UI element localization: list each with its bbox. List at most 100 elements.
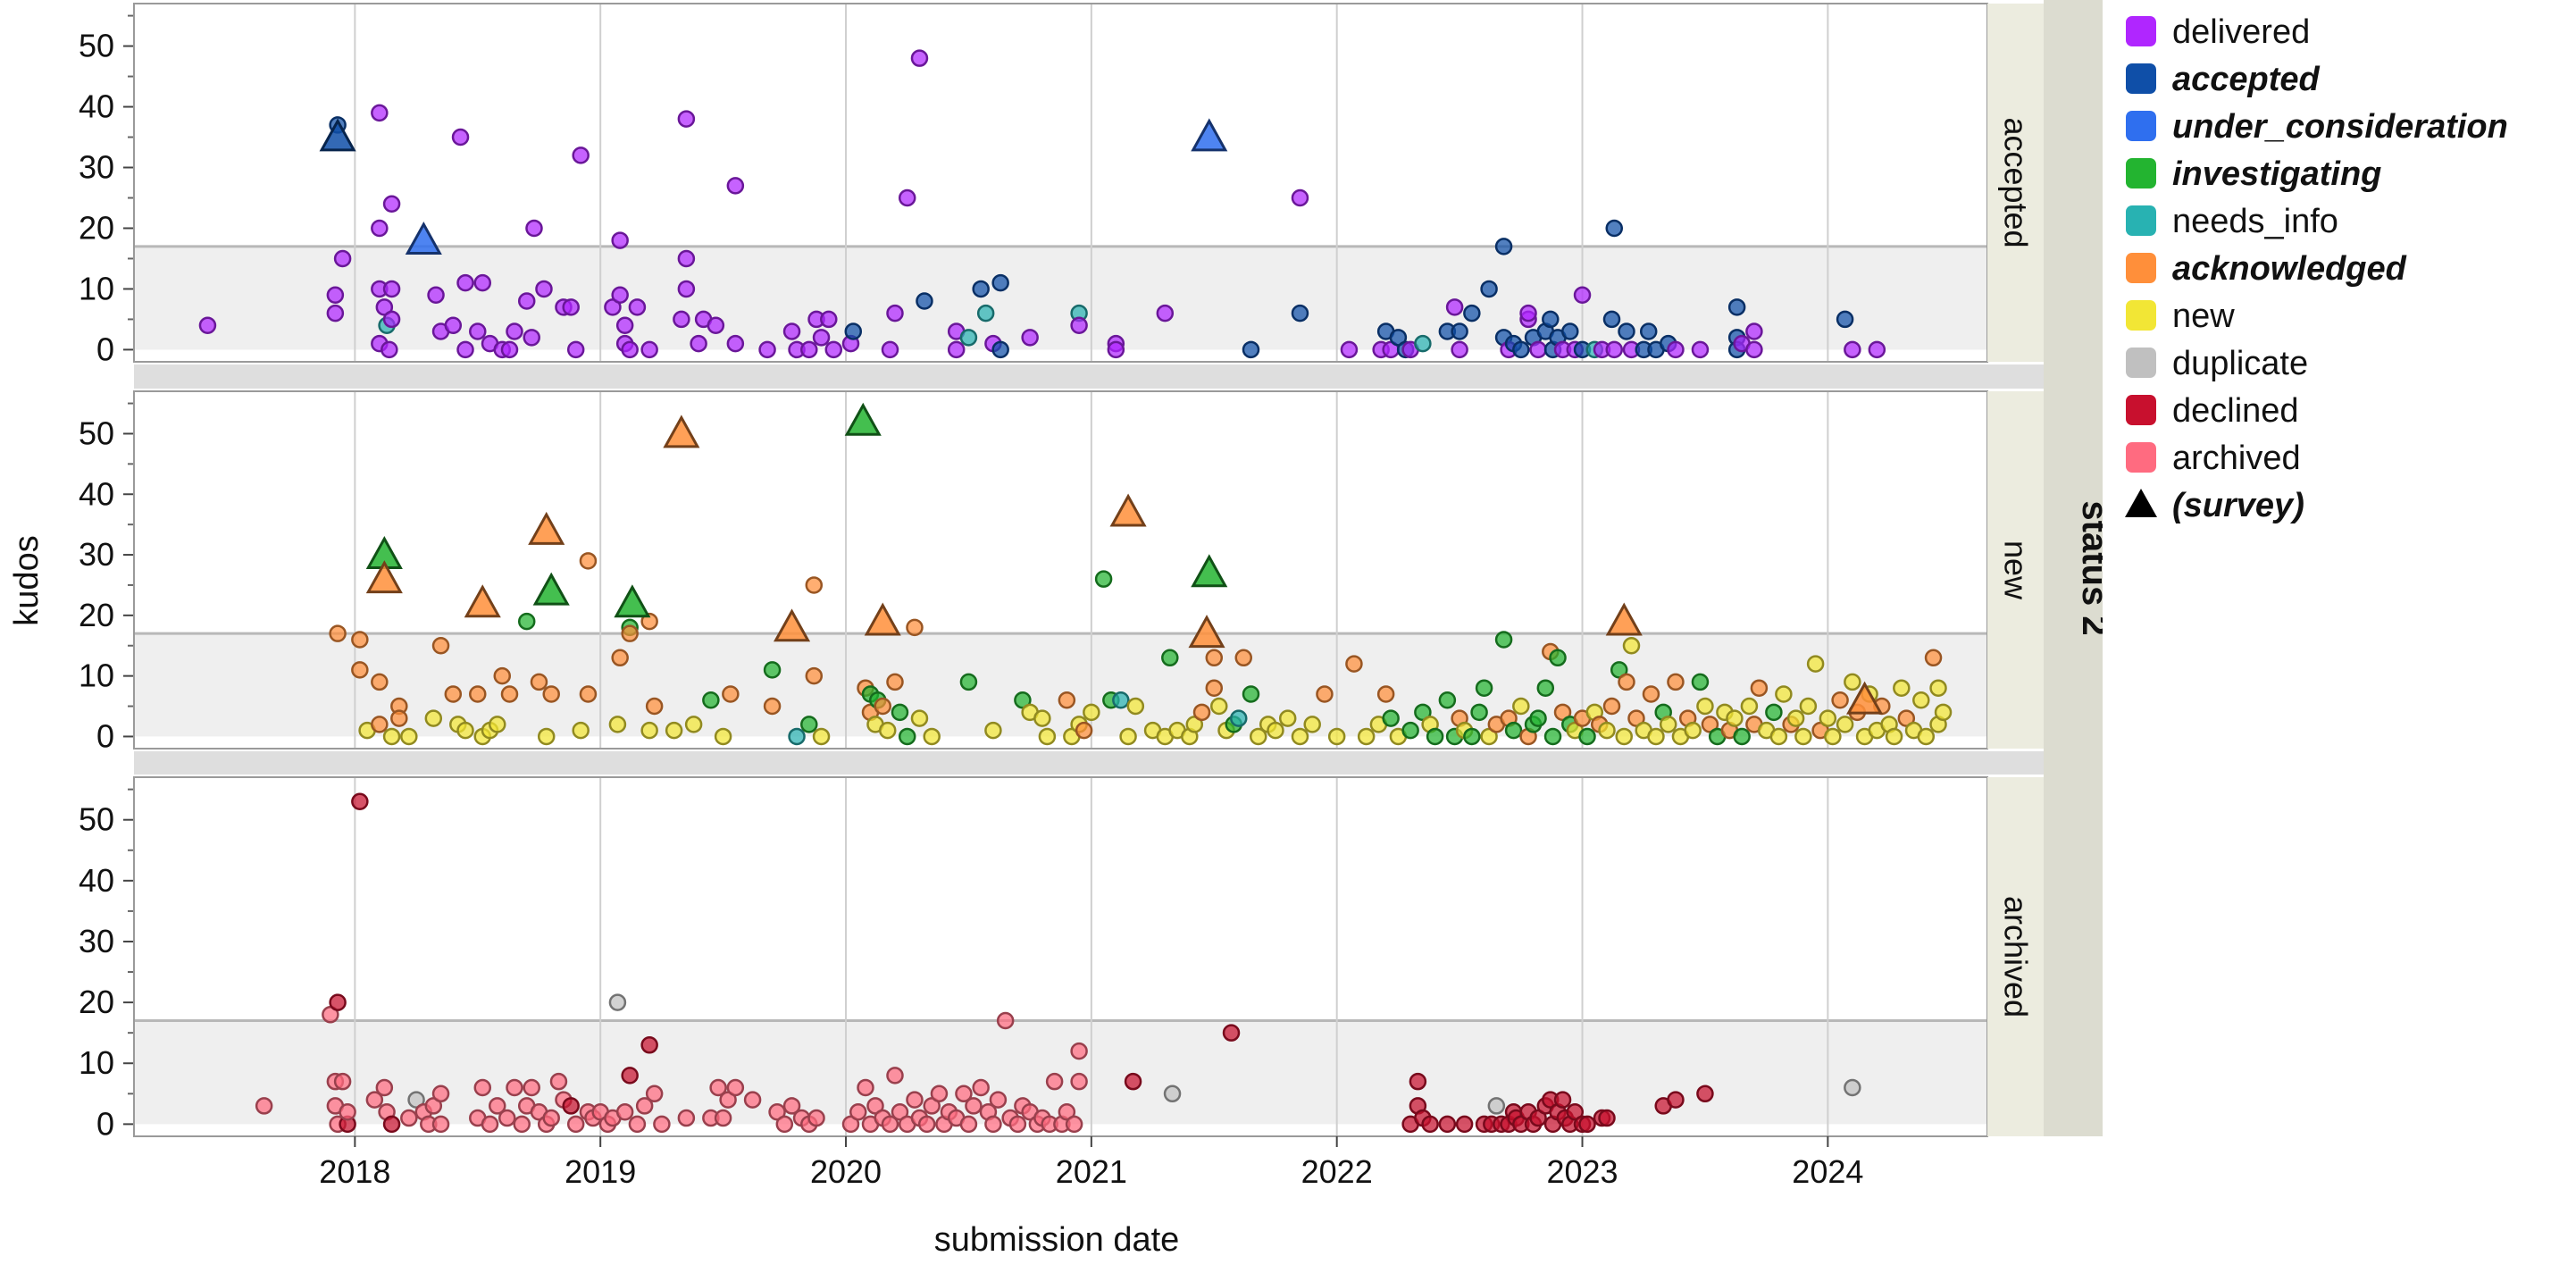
data-point-declined	[1438, 1115, 1457, 1134]
data-point-investigating	[702, 691, 720, 709]
data-point-delivered	[886, 304, 904, 322]
y-tick-label: 0	[96, 1105, 114, 1142]
data-point-new	[1775, 685, 1793, 703]
data-point-archived	[1070, 1042, 1088, 1060]
survey-marker-acknowledged	[1109, 493, 1147, 527]
legend-swatch	[2126, 111, 2156, 141]
data-point-delivered	[326, 286, 345, 304]
data-point-investigating	[1494, 631, 1513, 649]
y-tick-label: 10	[79, 1044, 114, 1081]
x-tick-label: 2020	[810, 1153, 882, 1190]
data-point-acknowledged	[390, 709, 408, 727]
y-tick-label: 0	[96, 717, 114, 754]
data-point-investigating	[891, 703, 909, 722]
data-point-needs_info	[959, 329, 978, 347]
data-point-delivered	[326, 304, 345, 322]
data-point-acknowledged	[1602, 697, 1621, 716]
data-point-acknowledged	[500, 685, 519, 703]
data-point-accepted	[1639, 322, 1658, 340]
panel-strip	[1987, 391, 2044, 749]
data-point-investigating	[1543, 727, 1562, 746]
y-tick-label: 0	[96, 331, 114, 367]
data-point-new	[537, 727, 556, 746]
data-point-archived	[489, 1097, 506, 1115]
data-point-new	[1684, 721, 1702, 740]
x-tick-label: 2019	[565, 1153, 636, 1190]
legend-item-under_consideration: under_consideration	[2126, 108, 2508, 146]
panel-strip	[1987, 777, 2044, 1136]
data-point-new	[456, 721, 474, 740]
data-point-delivered	[611, 231, 629, 249]
panels-layer: 0 10 20 30 40 50 accepted 0 10 20 30 40 50 new 0 10 20 30…	[79, 3, 2044, 1190]
data-point-new	[1033, 709, 1051, 727]
legend-item-acknowledged: acknowledged	[2126, 250, 2407, 288]
data-point-investigating	[1161, 649, 1179, 667]
data-point-investigating	[1536, 679, 1555, 697]
data-point-investigating	[1578, 727, 1596, 746]
data-point-delivered	[707, 316, 725, 334]
data-point-delivered	[1519, 304, 1537, 322]
data-point-archived	[886, 1067, 904, 1085]
data-point-delivered	[1156, 304, 1175, 322]
data-point-acknowledged	[371, 716, 389, 733]
data-point-new	[1934, 703, 1953, 722]
data-point-acknowledged	[1058, 691, 1076, 709]
survey-marker-acknowledged	[365, 560, 403, 594]
data-point-delivered	[677, 249, 696, 268]
data-point-delivered	[726, 334, 745, 353]
data-point-delivered	[1573, 286, 1592, 304]
legend-swatch	[2126, 395, 2156, 425]
panel-archived: 0 10 20 30 40 50 archived	[79, 776, 2044, 1142]
data-point-new	[1615, 727, 1633, 746]
data-point-delivered	[1070, 316, 1088, 334]
data-point-delivered	[824, 340, 843, 359]
data-point-new	[489, 716, 506, 733]
data-point-accepted	[916, 292, 933, 310]
legend-item-archived: archived	[2126, 440, 2301, 477]
data-point-archived	[996, 1011, 1015, 1030]
legend-swatch	[2126, 16, 2156, 46]
data-point-declined	[329, 993, 347, 1011]
panel-strip-label: accepted	[1998, 117, 2035, 247]
data-point-declined	[1409, 1072, 1427, 1091]
data-point-archived	[984, 1115, 1002, 1134]
data-point-accepted	[1542, 310, 1560, 329]
data-point-accepted	[991, 273, 1009, 292]
data-point-acknowledged	[805, 576, 824, 594]
data-point-acknowledged	[469, 685, 487, 703]
data-point-archived	[972, 1078, 990, 1097]
data-point-acknowledged	[1924, 649, 1943, 667]
y-tick-label: 50	[79, 801, 114, 838]
data-point-investigating	[1504, 721, 1523, 740]
legend-label: archived	[2172, 440, 2301, 477]
data-point-archived	[989, 1091, 1008, 1109]
data-point-new	[1598, 721, 1616, 740]
legend-label: (survey)	[2172, 487, 2304, 524]
data-point-declined	[621, 1067, 639, 1085]
data-point-declined	[1124, 1072, 1142, 1091]
data-point-new	[1249, 727, 1267, 746]
data-point-delivered	[566, 340, 585, 359]
data-point-investigating	[898, 727, 916, 746]
data-point-archived	[542, 1109, 560, 1127]
data-point-declined	[351, 792, 369, 811]
data-point-investigating	[1094, 570, 1113, 588]
data-point-acknowledged	[1234, 649, 1253, 667]
legend-label: needs_info	[2172, 203, 2338, 240]
data-point-new	[1912, 691, 1930, 709]
data-point-new	[684, 716, 703, 733]
data-point-duplicate	[608, 993, 627, 1011]
data-point-new	[1836, 716, 1854, 733]
survey-marker-investigating	[1191, 554, 1228, 588]
survey-marker-investigating	[614, 584, 651, 618]
data-point-accepted	[1451, 322, 1468, 340]
data-point-new	[1844, 673, 1861, 691]
data-point-accepted	[1494, 238, 1513, 255]
legend-item-new: new	[2126, 297, 2235, 335]
data-point-investigating	[1382, 709, 1400, 727]
data-point-archived	[628, 1115, 647, 1134]
data-point-delivered	[1340, 340, 1359, 359]
data-point-delivered	[611, 286, 629, 304]
data-point-new	[714, 727, 732, 746]
data-point-new	[1806, 655, 1825, 673]
